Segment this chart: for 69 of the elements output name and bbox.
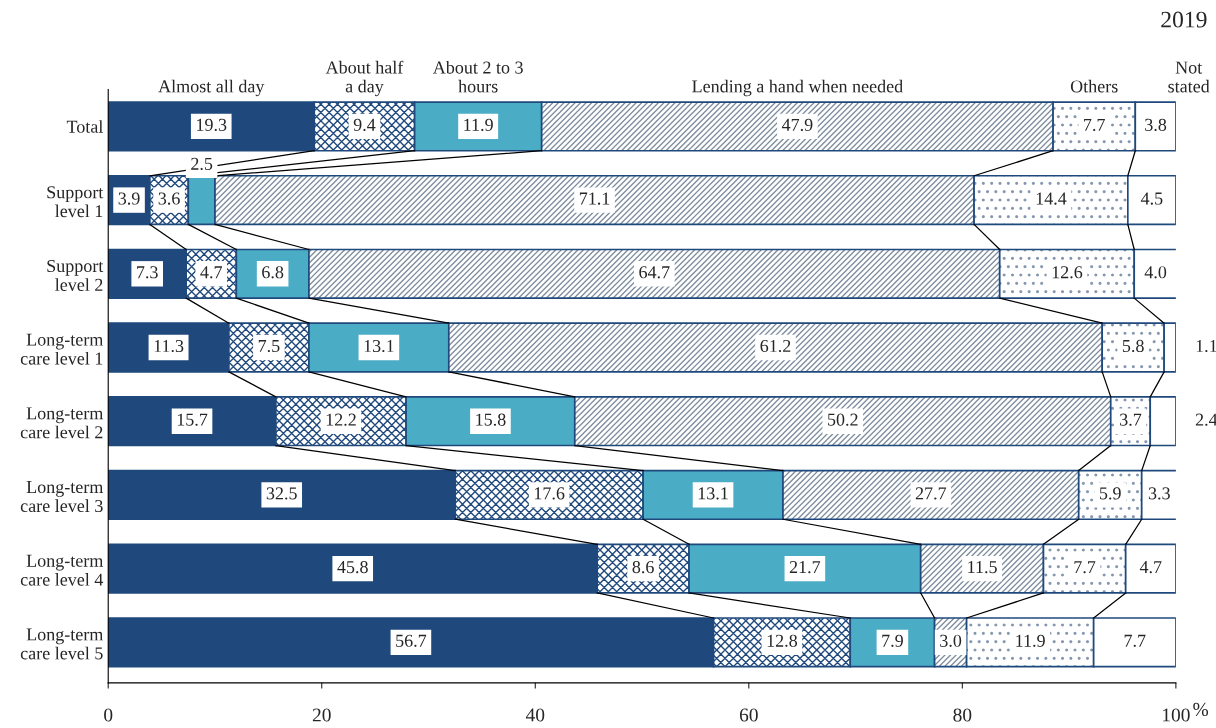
data-label: 71.1 [579, 192, 610, 205]
data-label: 17.6 [534, 487, 565, 500]
x-tick-label: 60 [739, 708, 758, 722]
data-label: 9.4 [353, 118, 376, 131]
data-label: 14.4 [1036, 192, 1067, 205]
x-tick-label: 100 [1163, 708, 1190, 722]
data-label: 5.9 [1099, 487, 1121, 500]
x-tick-label: 0 [104, 708, 113, 722]
y-tick-label: Long-term care level 4 [20, 554, 104, 586]
data-label: 3.9 [118, 192, 140, 205]
data-label: 64.7 [639, 266, 670, 279]
data-label: 15.7 [177, 413, 208, 426]
series-label: Almost all day [158, 79, 265, 97]
data-label: 11.5 [968, 561, 997, 574]
data-label: 3.7 [1120, 413, 1142, 426]
data-label: 50.2 [828, 413, 858, 426]
data-label: 13.1 [698, 487, 728, 500]
data-label: 32.5 [266, 487, 297, 500]
y-tick-label: Support level 2 [47, 259, 104, 291]
data-label: 61.2 [760, 339, 791, 353]
data-label: 4.7 [1139, 561, 1162, 574]
data-label: 47.9 [781, 118, 813, 131]
y-tick-label: Long-term care level 3 [20, 481, 104, 513]
data-label: 7.7 [1074, 561, 1096, 574]
data-label: 27.7 [915, 487, 947, 500]
x-tick-label: 20 [312, 708, 331, 722]
data-label: 7.9 [882, 634, 903, 647]
x-tick-label: 80 [953, 708, 972, 722]
data-label: 3.0 [940, 634, 962, 647]
x-tick-label: 40 [525, 708, 545, 722]
data-label: 7.5 [258, 340, 280, 353]
data-label: 15.8 [476, 413, 506, 426]
data-label: 12.8 [767, 634, 798, 647]
data-label: 13.1 [364, 339, 394, 353]
series-label: Lending a hand when needed [692, 79, 903, 97]
data-label: 8.6 [632, 560, 654, 574]
data-label: 7.7 [1124, 634, 1146, 647]
data-label: 56.7 [396, 634, 427, 647]
chart-title: 2019 [1161, 11, 1207, 28]
y-tick-label: Long-term care level 5 [20, 628, 104, 660]
data-label: 4.7 [200, 266, 223, 279]
series-label: About 2 to 3 hours [432, 60, 523, 93]
data-label: 11.9 [1016, 634, 1045, 647]
data-label: 11.9 [464, 118, 493, 131]
x-axis-title: % [1193, 702, 1209, 717]
data-label: 4.0 [1144, 266, 1167, 279]
y-tick-label: Total [66, 120, 103, 133]
y-tick-label: Long-term care level 2 [20, 407, 104, 439]
data-label: 3.6 [158, 192, 180, 205]
data-label: 45.8 [337, 560, 368, 574]
data-label: 3.3 [1148, 487, 1170, 500]
data-label: 2.5 [191, 157, 213, 170]
series-label: Others [1070, 79, 1118, 93]
data-label: 12.6 [1052, 266, 1083, 279]
data-label: 3.8 [1145, 118, 1167, 131]
data-label: 12.2 [326, 413, 356, 426]
data-label: 6.8 [262, 266, 284, 279]
series-label: About half a day [325, 60, 404, 97]
data-label: 19.3 [197, 118, 227, 131]
data-label: 4.5 [1140, 192, 1163, 205]
y-tick-label: Support level 1 [47, 186, 104, 218]
data-label: 7.3 [137, 266, 158, 279]
data-label: 21.7 [789, 561, 821, 574]
y-tick-label: Long-term care level 1 [20, 333, 104, 365]
series-label: Not stated [1168, 61, 1210, 93]
data-label: 1.1 [1196, 339, 1216, 353]
data-label: 5.8 [1122, 339, 1144, 353]
data-label: 11.3 [154, 339, 184, 353]
data-label: 7.7 [1084, 118, 1105, 131]
